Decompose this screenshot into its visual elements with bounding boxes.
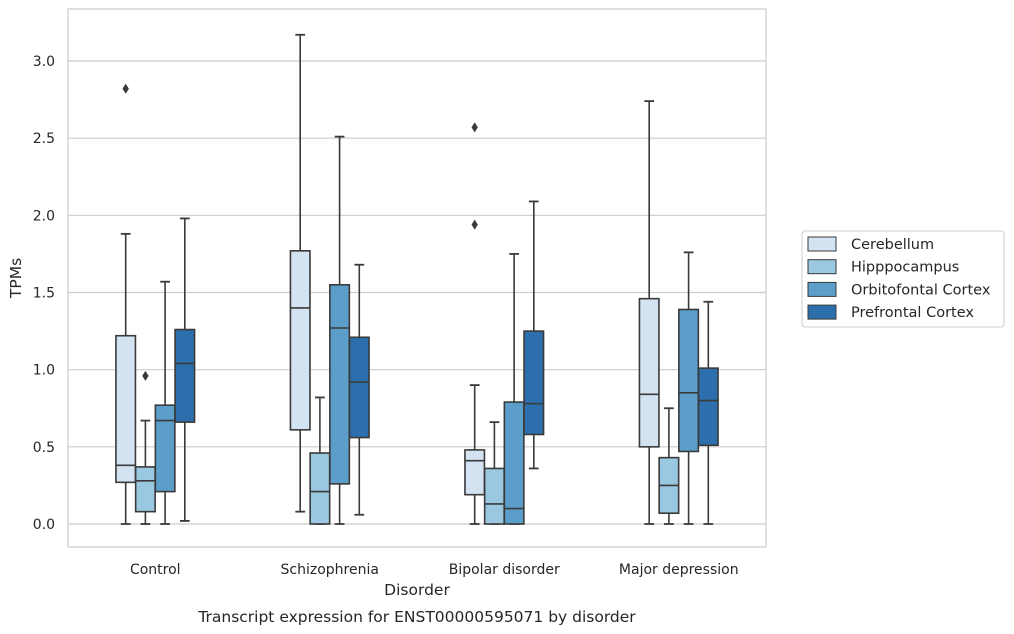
box-iqr [154,404,176,493]
legend-swatch [807,259,837,275]
y-tick-label: 0.0 [33,517,55,533]
x-tick-label: Bipolar disorder [449,562,560,578]
box-iqr [523,330,545,436]
x-axis-ticks: Control Schizophrenia Bipolar disorder Majo… [130,562,739,578]
box-iqr [289,250,311,431]
plot-frame [67,8,767,548]
box-iqr [483,467,505,525]
y-tick-label: 1.5 [33,286,55,302]
x-axis-label: Disorder [384,581,450,599]
box-prefrontal-cortex [174,217,196,522]
legend-swatch [807,281,837,297]
y-tick-label: 2.0 [33,208,55,224]
box-iqr [329,283,351,485]
box-iqr [638,297,660,448]
y-tick-label: 0.5 [33,440,55,456]
y-tick-label: 1.0 [33,363,55,379]
chart-caption: Transcript expression for ENST0000059507… [197,608,636,626]
x-tick-label: Major depression [619,562,739,578]
legend-swatch [807,304,837,320]
box-hipppocampus [134,370,156,525]
legend-label: Hipppocampus [851,260,959,276]
x-tick-label: Control [130,562,181,578]
box-prefrontal-cortex [697,300,719,525]
box-iqr [678,308,700,453]
outlier-point [122,83,129,94]
outlier-point [471,219,478,230]
legend-swatch [807,236,837,252]
box-cerebellum [115,83,137,525]
box-iqr [348,336,370,439]
box-iqr [174,328,196,423]
y-tick-label: 3.0 [33,54,55,70]
box-series [115,33,719,525]
y-tick-label: 2.5 [33,131,55,147]
legend-frame [801,230,1005,328]
outlier-point [142,370,149,381]
legend-label: Orbitofontal Cortex [851,282,991,298]
box-iqr [464,449,486,496]
box-prefrontal-cortex [348,263,370,516]
legend-label: Cerebellum [851,237,934,253]
box-iqr [503,401,525,525]
legend-label: Prefrontal Cortex [851,305,974,321]
box-cerebellum [289,33,311,513]
box-iqr [115,334,137,484]
box-iqr [309,452,331,525]
box-cerebellum [638,100,660,525]
box-iqr [134,466,156,513]
box-orbitofontal-cortex [154,280,176,525]
x-tick-label: Schizophrenia [281,562,379,578]
box-orbitofontal-cortex [503,253,525,525]
y-axis-ticks: 0.0 0.5 1.0 1.5 2.0 2.5 3.0 [33,54,55,533]
box-prefrontal-cortex [523,200,545,470]
box-hipppocampus [309,396,331,525]
box-hipppocampus [658,407,680,525]
outlier-point [471,122,478,133]
box-iqr [697,367,719,447]
y-axis-label: TPMs [7,258,25,299]
box-orbitofontal-cortex [678,251,700,525]
box-cerebellum [464,122,486,525]
legend: Cerebellum Hipppocampus Orbitofontal Corte… [801,230,1005,328]
